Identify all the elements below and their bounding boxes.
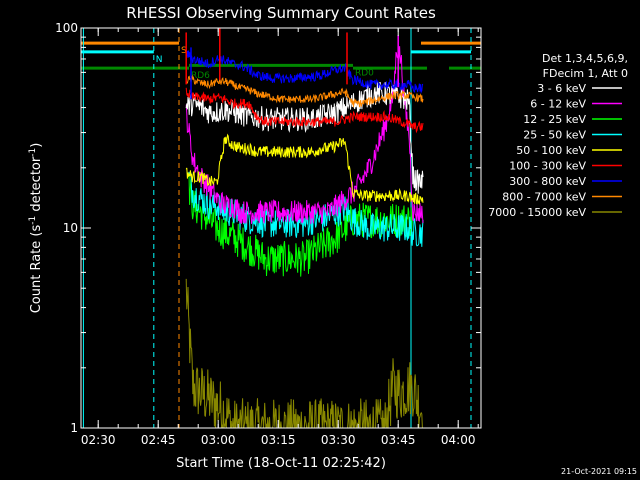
x-tick-label: 03:45 (381, 433, 416, 447)
legend-label-800-7000-kev: 800 - 7000 keV (502, 191, 586, 204)
timestamp: 21-Oct-2021 09:15 (561, 467, 637, 476)
legend-label-25-50-kev: 25 - 50 keV (523, 129, 586, 142)
flag-label-n: N (156, 55, 163, 65)
y-label-main: Count Rate (s (29, 225, 44, 314)
flag-label-rd0: RD0 (355, 68, 374, 78)
legend-label-50-100-kev: 50 - 100 keV (516, 144, 586, 157)
x-tick-label: 02:45 (141, 433, 176, 447)
legend-label-3-6-kev: 3 - 6 keV (537, 82, 586, 95)
legend-header-2: FDecim 1, Att 0 (543, 67, 628, 80)
x-tick-label: 03:00 (201, 433, 236, 447)
x-axis-label: Start Time (18-Oct-11 02:25:42) (176, 456, 386, 471)
y-label-sup2: -1 (28, 148, 38, 157)
legend-label-6-12-kev: 6 - 12 keV (530, 98, 586, 111)
series-800-7000-kev (185, 74, 424, 108)
legend-label-100-300-kev: 100 - 300 keV (509, 160, 586, 173)
y-label-mid: detector (29, 156, 44, 216)
y-tick-label: 100 (55, 21, 78, 35)
legend: Det 1,3,4,5,6,9, FDecim 1, Att 0 3 - 6 k… (488, 52, 628, 219)
flag-label-s: S (181, 46, 187, 56)
series-100-300-kev (185, 87, 424, 134)
x-tick-label: 04:00 (441, 433, 476, 447)
series-7000-15000-kev (185, 278, 423, 429)
legend-label-12-25-kev: 12 - 25 keV (523, 113, 586, 126)
chart-title: RHESSI Observing Summary Count Rates (126, 4, 436, 22)
x-tick-label: 02:30 (81, 433, 116, 447)
y-label-end: ) (29, 143, 44, 148)
axes: 02:30 02:45 03:00 03:15 03:30 03:45 04:00 100 10… (55, 21, 481, 447)
x-tick-label: 03:30 (321, 433, 356, 447)
legend-label-300-800-kev: 300 - 800 keV (509, 175, 586, 188)
y-label-sup1: -1 (28, 216, 38, 225)
x-tick-label: 03:15 (261, 433, 296, 447)
y-axis-label: Count Rate (s-1 detector-1) (28, 143, 44, 314)
series-6-12-kev (185, 46, 424, 225)
y-tick-label: 1 (70, 421, 78, 435)
legend-label-7000-15000-kev: 7000 - 15000 keV (488, 206, 586, 219)
y-tick-label: 10 (63, 221, 78, 235)
attenuator-flags: S N RD6 RD0 (81, 41, 481, 81)
count-rate-series (185, 28, 424, 429)
flag-label-rd6: RD6 (191, 71, 210, 81)
series-50-100-kev (185, 133, 424, 205)
series-300-800-kev (185, 50, 424, 94)
legend-header-1: Det 1,3,4,5,6,9, (542, 52, 628, 65)
